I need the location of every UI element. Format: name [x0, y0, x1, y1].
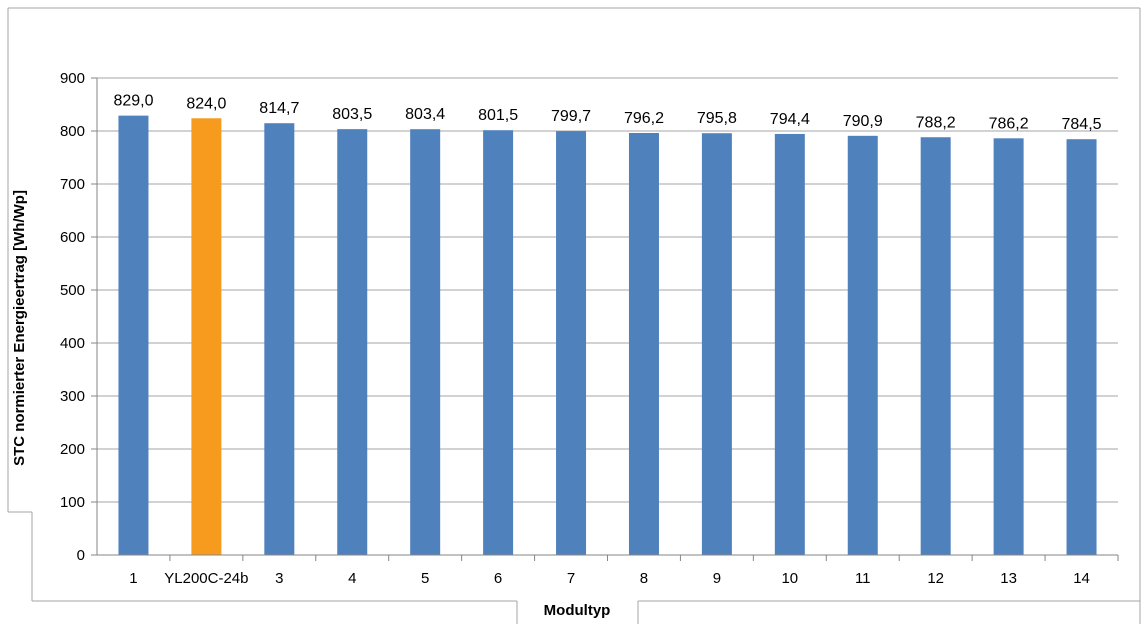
data-label: 814,7 [259, 100, 299, 117]
bar [191, 118, 222, 555]
y-tick-label: 100 [60, 494, 85, 511]
bars [118, 115, 1097, 556]
bar [264, 123, 295, 556]
data-label: 803,5 [332, 106, 372, 123]
y-tick-label: 900 [60, 70, 85, 87]
x-axis-title: Modultyp [544, 602, 611, 619]
y-tick-label: 500 [60, 282, 85, 299]
x-tick-label: 6 [494, 570, 502, 587]
labels: 0 100 200 300 400 500 600 700 800 900 829,0 1 824,0 Y… [60, 70, 1102, 587]
x-tick-label: 9 [713, 570, 721, 587]
data-label: 795,8 [697, 110, 737, 127]
y-tick-label: 700 [60, 176, 85, 193]
bar [410, 129, 441, 555]
data-label: 788,2 [916, 114, 956, 131]
bar [701, 133, 732, 555]
y-tick-label: 600 [60, 229, 85, 246]
bar [774, 133, 805, 555]
bar [1066, 139, 1097, 555]
x-tick-label: 12 [927, 570, 944, 587]
data-label: 824,0 [186, 95, 226, 112]
x-tick-label: 13 [1000, 570, 1017, 587]
data-label: 794,4 [770, 111, 810, 128]
data-label: 803,4 [405, 106, 445, 123]
gridlines [97, 77, 1118, 503]
y-axis-title: STC normierter Energieertrag [Wh/Wp] [11, 190, 28, 466]
data-label: 786,2 [989, 115, 1029, 132]
bar [556, 131, 587, 555]
axes [91, 77, 1119, 561]
y-tick-label: 0 [77, 547, 85, 564]
x-tick-label: 8 [640, 570, 648, 587]
x-tick-label: 4 [348, 570, 356, 587]
x-tick-label: 5 [421, 570, 429, 587]
data-label: 829,0 [113, 93, 153, 110]
data-label: 784,5 [1062, 116, 1102, 133]
x-tick-label: YL200C-24b [164, 570, 248, 587]
x-tick-label: 14 [1073, 570, 1090, 587]
data-label: 796,2 [624, 110, 664, 127]
data-label: 799,7 [551, 108, 591, 125]
chart-frame [7, 7, 1141, 624]
bar [993, 138, 1024, 555]
bar [847, 135, 878, 555]
bar [483, 130, 514, 555]
data-label: 790,9 [843, 113, 883, 130]
y-tick-label: 200 [60, 441, 85, 458]
y-tick-label: 800 [60, 123, 85, 140]
y-tick-label: 300 [60, 388, 85, 405]
x-tick-label: 1 [129, 570, 137, 587]
x-tick-label: 3 [275, 570, 283, 587]
bar [920, 137, 951, 555]
x-tick-label: 11 [855, 570, 871, 587]
x-tick-label: 7 [567, 570, 575, 587]
bar [118, 115, 149, 555]
y-tick-label: 400 [60, 335, 85, 352]
bar [628, 133, 659, 556]
bar [337, 129, 368, 555]
x-tick-label: 10 [781, 570, 798, 587]
data-label: 801,5 [478, 107, 518, 124]
